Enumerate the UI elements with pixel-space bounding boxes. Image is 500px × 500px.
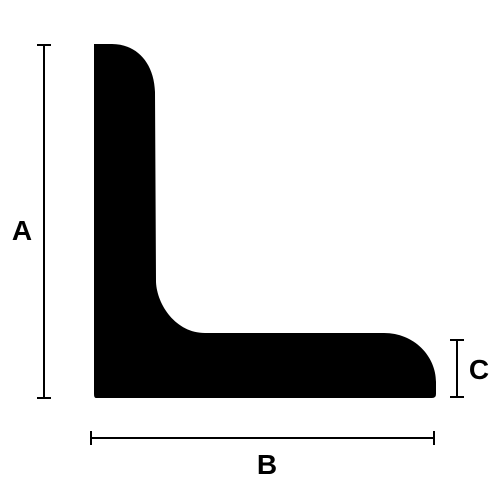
dimension-a (37, 44, 51, 399)
dimension-b-label: B (257, 449, 277, 480)
dimension-b (90, 431, 435, 445)
dimension-c (450, 339, 464, 398)
dimension-a-label: A (12, 215, 32, 246)
dimension-c-label: C (469, 354, 489, 385)
angle-profile-shape (94, 44, 436, 398)
